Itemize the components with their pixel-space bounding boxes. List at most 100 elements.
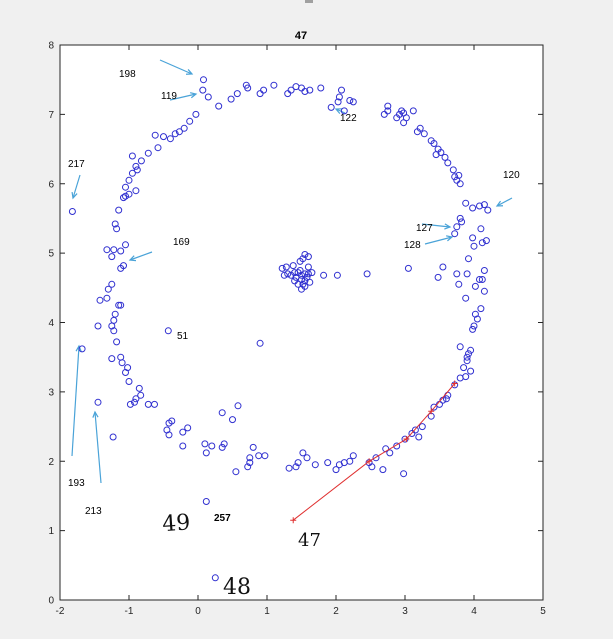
data-point <box>232 468 240 476</box>
annotation-arrow <box>335 108 346 114</box>
data-point <box>113 225 121 233</box>
data-point <box>471 282 479 290</box>
data-point <box>467 367 475 375</box>
data-point <box>465 255 472 263</box>
data-point <box>78 345 86 353</box>
data-point <box>324 459 332 467</box>
data-point <box>346 457 354 465</box>
data-point <box>282 263 290 271</box>
data-point <box>199 86 207 94</box>
data-point <box>68 208 76 215</box>
data-point <box>434 273 442 281</box>
data-point <box>470 242 478 250</box>
data-point <box>108 280 116 288</box>
data-point <box>125 378 133 385</box>
data-point <box>334 98 342 106</box>
data-point <box>246 454 254 462</box>
y-tick-label: 0 <box>48 596 54 607</box>
data-point <box>408 430 416 437</box>
data-point <box>227 95 235 103</box>
arrow-head <box>185 69 194 75</box>
y-tick-label: 7 <box>48 110 54 121</box>
annotation-arrow <box>72 174 81 199</box>
arrow-head <box>190 92 198 99</box>
data-point <box>462 373 470 381</box>
x-tick-label: -2 <box>56 606 65 617</box>
path-marker <box>366 458 373 465</box>
data-point <box>117 301 125 309</box>
data-point <box>476 202 483 210</box>
scatter-points <box>68 76 492 582</box>
data-point <box>368 463 376 471</box>
data-point <box>306 86 314 94</box>
data-point <box>200 76 207 84</box>
data-point <box>478 276 486 283</box>
y-tick-label: 1 <box>48 526 54 537</box>
data-point <box>299 449 307 457</box>
handwritten-47: 47 <box>298 530 321 551</box>
data-point <box>306 278 314 286</box>
data-point <box>340 107 348 115</box>
data-point <box>480 287 488 295</box>
data-point <box>94 398 102 406</box>
data-point <box>122 369 129 376</box>
data-point <box>470 322 478 330</box>
annotation-198: 198 <box>119 69 136 80</box>
arrow-head <box>495 200 504 207</box>
path-marker <box>428 408 435 415</box>
annotation-119: 119 <box>161 91 177 102</box>
data-point <box>349 452 357 460</box>
data-point <box>111 220 119 228</box>
data-point <box>115 301 123 309</box>
data-point <box>131 398 138 406</box>
data-point <box>301 88 309 95</box>
data-point <box>301 270 309 278</box>
data-point <box>164 327 172 335</box>
data-point <box>287 86 295 94</box>
arrow-head <box>92 410 99 418</box>
data-point <box>477 305 485 313</box>
data-point <box>442 395 450 403</box>
data-point <box>132 162 140 170</box>
data-point <box>480 267 488 274</box>
path-marker <box>403 436 410 443</box>
data-point <box>380 110 388 118</box>
data-point <box>201 440 209 448</box>
data-point <box>346 97 354 104</box>
data-point <box>151 131 159 139</box>
y-tick-label: 3 <box>48 387 54 398</box>
data-point <box>441 153 449 161</box>
data-point <box>108 253 116 261</box>
arrow-head <box>444 223 452 230</box>
data-point <box>301 251 309 258</box>
data-point <box>303 454 311 462</box>
data-point <box>133 166 141 174</box>
axis-ticks: -2 -1 0 1 2 3 4 5 0 1 2 3 4 5 6 7 8 <box>48 41 546 618</box>
data-point <box>439 263 447 271</box>
data-point <box>270 81 278 89</box>
annotation-213: 213 <box>85 506 102 517</box>
arrow-head <box>445 235 454 242</box>
data-point <box>229 416 236 424</box>
data-point <box>482 237 490 245</box>
data-point <box>294 280 302 288</box>
data-point <box>393 442 401 450</box>
data-point <box>246 459 254 467</box>
data-point <box>256 90 264 98</box>
data-point <box>122 183 129 191</box>
data-point <box>299 280 307 288</box>
handwritten-48: 48 <box>223 575 251 600</box>
data-point <box>103 246 111 254</box>
data-point <box>171 130 179 138</box>
data-point <box>476 276 483 283</box>
data-point <box>449 166 457 174</box>
data-point <box>125 176 133 184</box>
data-point <box>186 117 194 125</box>
data-point <box>420 130 428 138</box>
data-point <box>144 149 152 157</box>
data-point <box>451 173 459 181</box>
data-point <box>110 246 118 254</box>
data-point <box>244 463 252 471</box>
data-point <box>280 271 288 279</box>
